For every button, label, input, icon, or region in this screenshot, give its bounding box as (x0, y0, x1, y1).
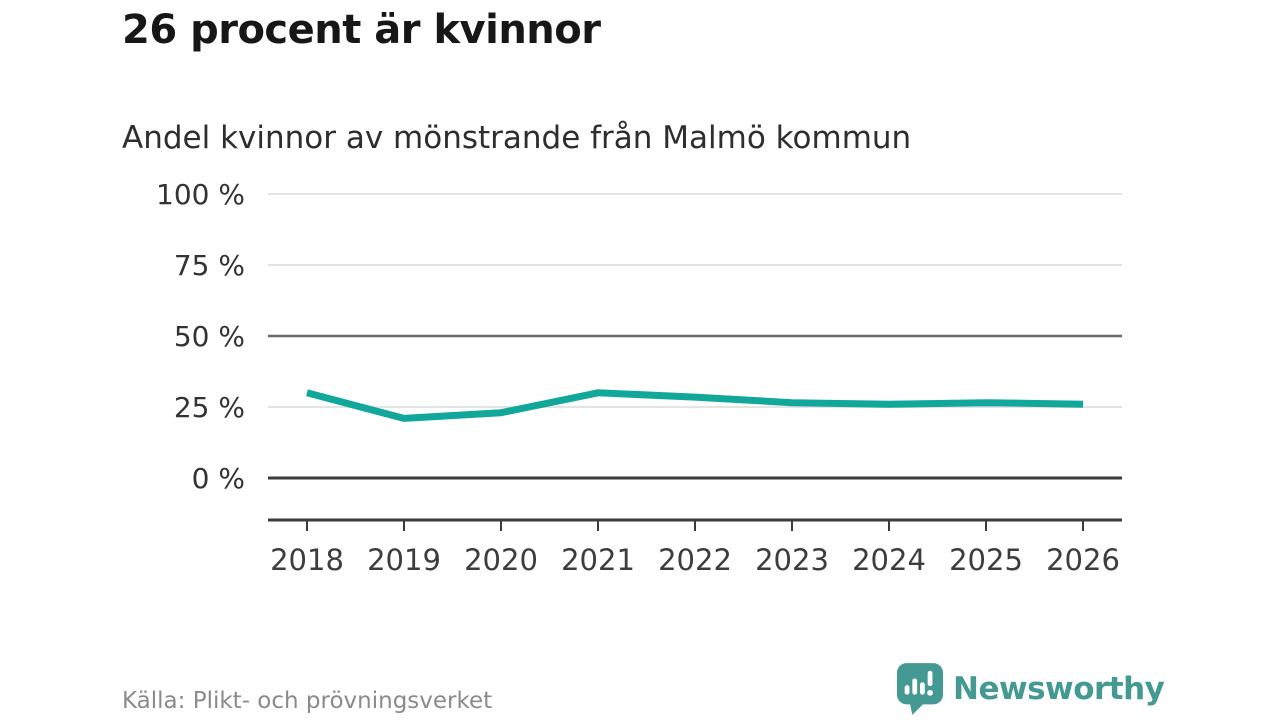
y-axis-tick-label: 100 % (156, 178, 245, 211)
x-axis-tick-label: 2018 (270, 543, 344, 577)
x-axis-tick-label: 2022 (658, 543, 732, 577)
x-axis-tick-label: 2024 (852, 543, 926, 577)
data-line (306, 389, 1084, 422)
x-axis-tick-label: 2020 (464, 543, 538, 577)
x-axis-tick-label: 2019 (367, 543, 441, 577)
newsworthy-wordmark: Newsworthy (953, 671, 1165, 707)
chart-subtitle: Andel kvinnor av mönstrande från Malmö k… (122, 120, 912, 156)
source-note: Källa: Plikt- och prövningsverket (122, 688, 493, 714)
x-axis-tick-label: 2021 (561, 543, 635, 577)
chart-title: 26 procent är kvinnor (122, 7, 601, 53)
x-axis-tick-label: 2023 (755, 543, 829, 577)
y-axis-tick-label: 50 % (174, 320, 245, 353)
y-axis-tick-label: 75 % (174, 249, 245, 282)
x-axis-tick-label: 2025 (949, 543, 1023, 577)
newsworthy-logo: Newsworthy (897, 663, 1165, 715)
x-axis-tick-label: 2026 (1046, 543, 1120, 577)
newsworthy-bubble-icon (897, 663, 943, 715)
y-axis-tick-label: 0 % (192, 462, 245, 495)
y-axis-tick-label: 25 % (174, 391, 245, 424)
bar-chart-glyph (904, 670, 933, 696)
